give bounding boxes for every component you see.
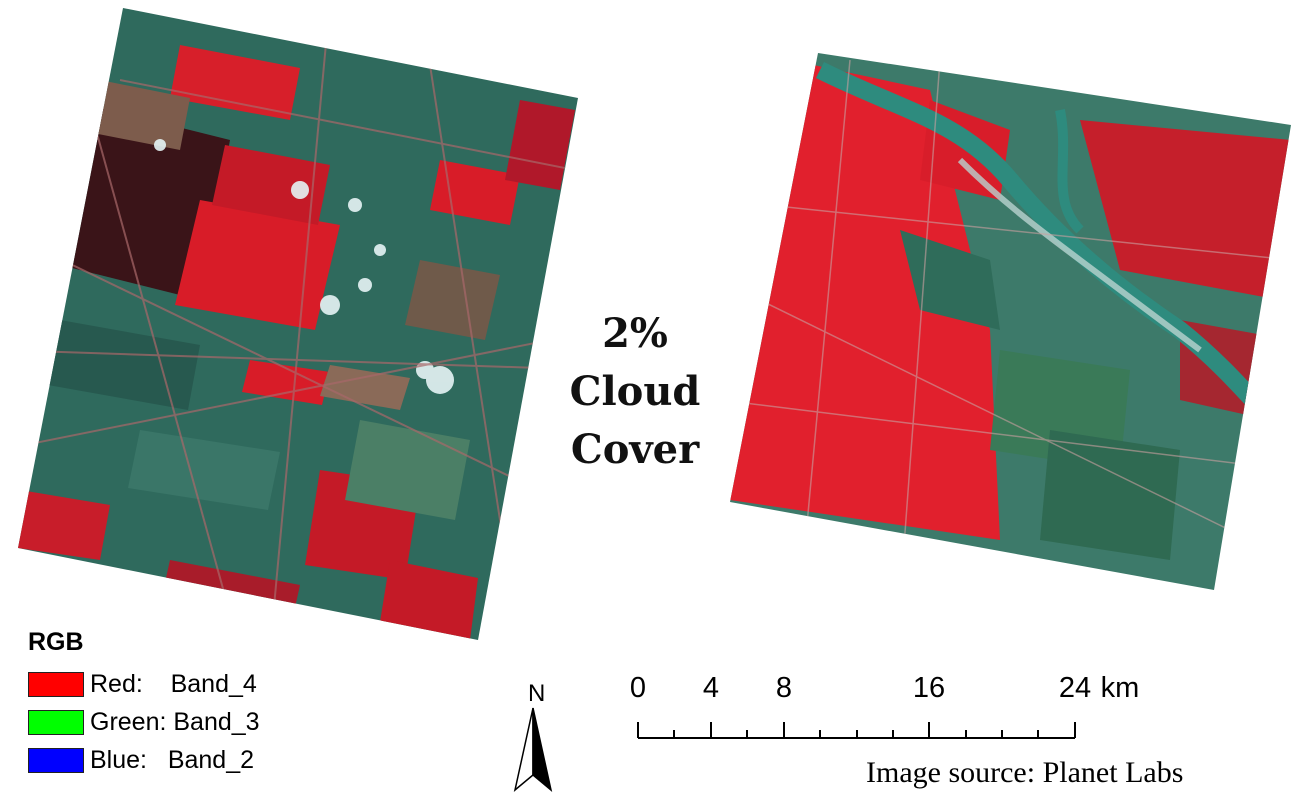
north-arrow-icon: [513, 707, 553, 792]
scale-tick-16: 16: [912, 672, 946, 704]
cloud-cover-label: 2% Cloud Cover: [540, 305, 730, 479]
scale-tick-24: 24: [1058, 672, 1092, 704]
legend-label-blue: Blue: Band_2: [90, 745, 255, 774]
legend-item-red: Red: Band_4: [28, 665, 260, 703]
scale-tick-4: 4: [702, 672, 720, 704]
legend-label-red: Red: Band_4: [90, 669, 257, 698]
band-legend: RGB Red: Band_4 Green: Band_3 Blue: Band…: [28, 628, 260, 779]
legend-title: RGB: [28, 628, 84, 656]
red-swatch: [28, 671, 84, 697]
blue-swatch: [28, 747, 84, 773]
scale-bar: [637, 722, 1076, 739]
scale-unit: km: [1100, 672, 1140, 704]
image-source-credit: Image source: Planet Labs: [866, 756, 1184, 789]
legend-label-green: Green: Band_3: [90, 707, 260, 736]
legend-item-blue: Blue: Band_2: [28, 741, 260, 779]
cloud-cover-percent: 2%: [602, 310, 668, 357]
north-label: N: [528, 680, 546, 707]
cloud-cover-word1: Cloud: [569, 368, 701, 415]
cloud-cover-word2: Cover: [570, 426, 700, 473]
scale-tick-8: 8: [775, 672, 793, 704]
left-satellite-scene: [18, 8, 578, 640]
scale-tick-0: 0: [629, 672, 647, 704]
green-swatch: [28, 709, 84, 735]
legend-item-green: Green: Band_3: [28, 703, 260, 741]
right-satellite-scene: [730, 53, 1291, 590]
